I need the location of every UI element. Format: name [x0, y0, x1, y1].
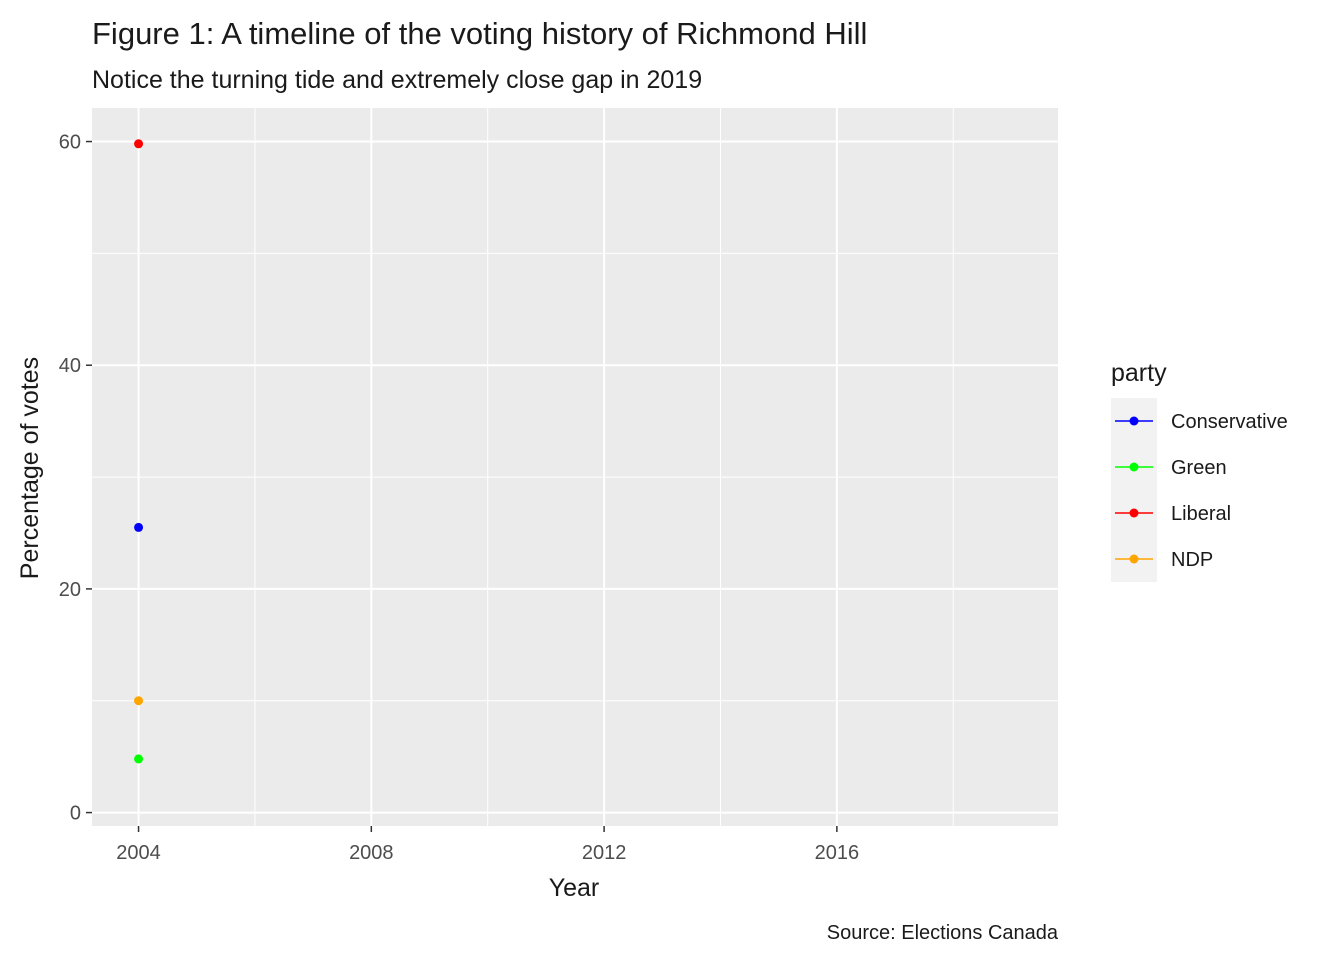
legend-label-conservative: Conservative: [1171, 411, 1288, 433]
legend-key-background: [1111, 398, 1157, 582]
legend-title: party: [1111, 359, 1167, 387]
chart-subtitle: Notice the turning tide and extremely cl…: [92, 66, 702, 94]
chart-title: Figure 1: A timeline of the voting histo…: [92, 16, 867, 51]
y-axis-title: Percentage of votes: [16, 357, 44, 579]
data-point-liberal: [134, 139, 144, 149]
legend: party Conservative Green Liberal NDP: [1111, 359, 1288, 582]
plot-panel: [92, 108, 1058, 826]
legend-label-liberal: Liberal: [1171, 503, 1231, 525]
x-axis-title: Year: [549, 874, 600, 902]
chart-caption: Source: Elections Canada: [827, 922, 1059, 944]
y-axis: 0 20 40 60: [59, 132, 92, 825]
legend-key-point-conservative: [1129, 416, 1139, 426]
data-point-ndp: [134, 696, 144, 706]
data-point-conservative: [134, 522, 144, 532]
legend-key-point-ndp: [1129, 554, 1139, 564]
legend-key-point-liberal: [1129, 508, 1139, 518]
grid-major: [92, 108, 1058, 826]
x-tick-label: 2004: [116, 842, 161, 864]
legend-label-green: Green: [1171, 457, 1227, 479]
y-tick-label: 40: [59, 355, 81, 377]
series-layer: [134, 139, 144, 764]
x-tick-label: 2008: [349, 842, 394, 864]
y-tick-label: 20: [59, 579, 81, 601]
legend-label-ndp: NDP: [1171, 549, 1213, 571]
y-tick-label: 0: [70, 803, 81, 825]
x-tick-label: 2012: [582, 842, 627, 864]
y-tick-label: 60: [59, 132, 81, 154]
legend-key-point-green: [1129, 462, 1139, 472]
data-point-green: [134, 754, 144, 764]
x-tick-label: 2016: [815, 842, 860, 864]
grid-minor: [92, 108, 1058, 826]
x-axis: 2004 2008 2012 2016: [116, 826, 859, 864]
